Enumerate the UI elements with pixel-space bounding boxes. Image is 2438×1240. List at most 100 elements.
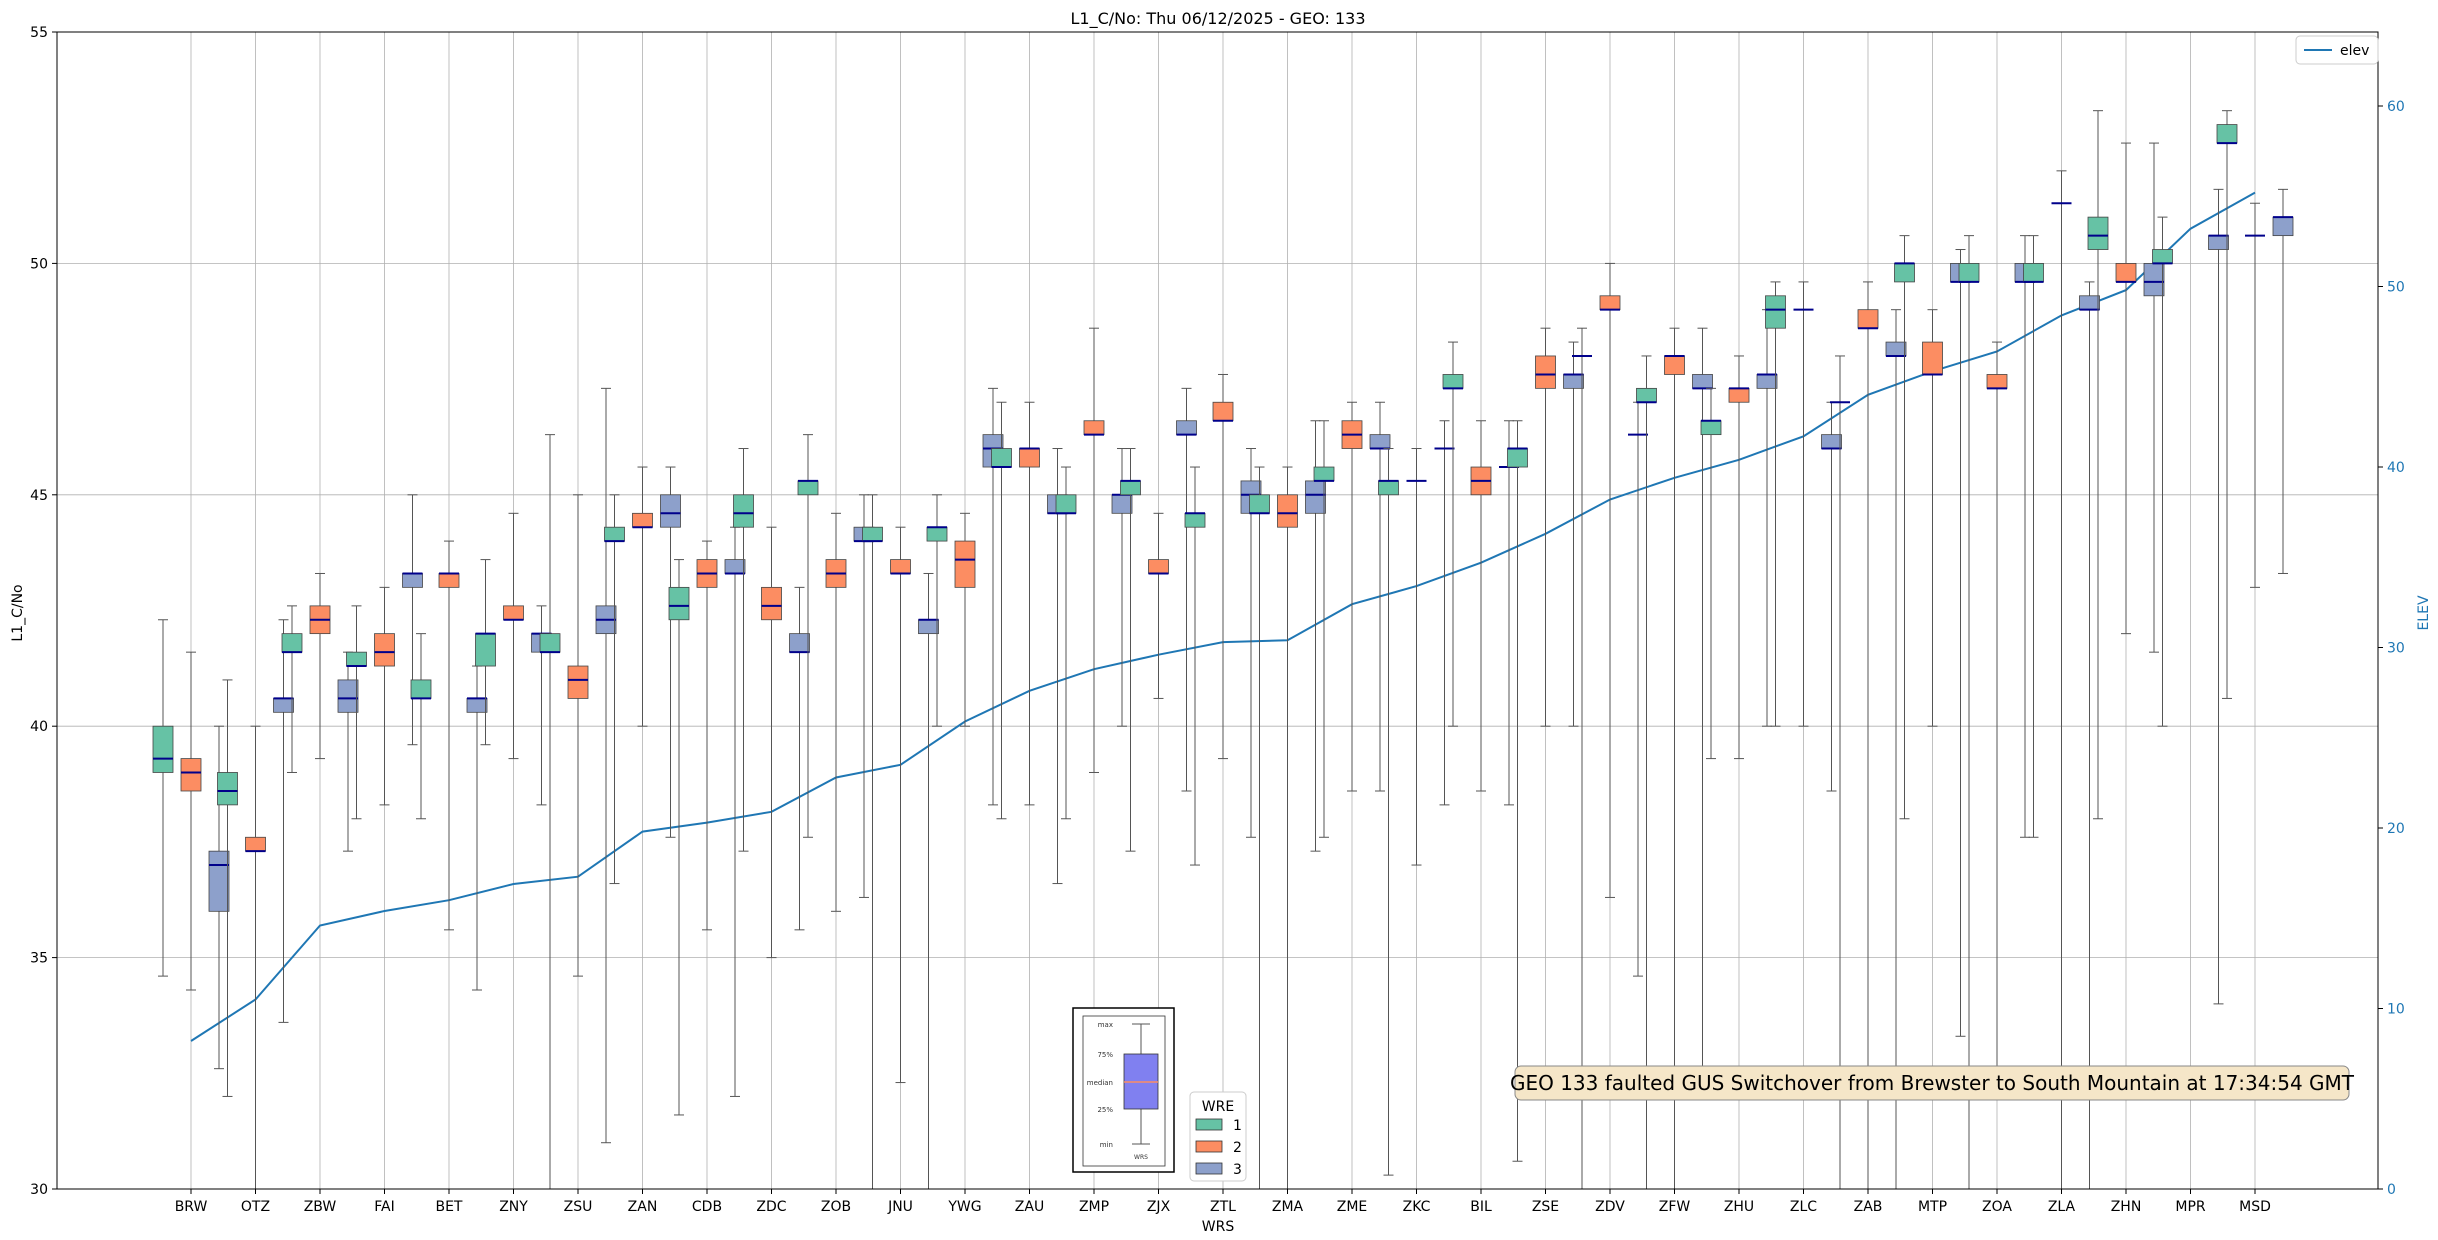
x-tick-label-mpr: MPR bbox=[2175, 1199, 2206, 1215]
y-tick-label: 30 bbox=[30, 1182, 48, 1198]
right-y-tick-label: 40 bbox=[2387, 460, 2405, 476]
x-tick-label-cdb: CDB bbox=[692, 1199, 722, 1215]
box-body bbox=[660, 494, 681, 528]
box-body bbox=[1857, 309, 1879, 329]
box-ywg-wre1 bbox=[926, 494, 948, 727]
box-bet-wre3 bbox=[466, 665, 488, 991]
wre-legend-label-3: 3 bbox=[1233, 1162, 1242, 1178]
box-body bbox=[1563, 374, 1584, 389]
boxplot-key: max 75% median 25% min WRS bbox=[1072, 1007, 1175, 1173]
box-zhu-wre2 bbox=[1728, 355, 1750, 760]
box-body bbox=[1055, 494, 1077, 514]
box-zdc-wre2 bbox=[761, 526, 782, 959]
box-otz-wre2 bbox=[245, 725, 266, 1189]
box-zse-wre1 bbox=[1507, 420, 1528, 1162]
wre-legend-label-2: 2 bbox=[1233, 1140, 1242, 1156]
box-zla-wre3 bbox=[2079, 281, 2100, 1189]
box-body bbox=[1019, 448, 1040, 468]
box-body bbox=[1305, 480, 1326, 514]
box-body bbox=[890, 559, 911, 574]
box-cdb-wre2 bbox=[696, 540, 718, 931]
box-brw-wre2 bbox=[180, 651, 202, 991]
wre-legend-swatch-1 bbox=[1195, 1118, 1223, 1131]
x-tick-label-zfw: ZFW bbox=[1659, 1199, 1691, 1215]
box-msd-wre1 bbox=[2216, 110, 2238, 699]
box-brw-wre1 bbox=[152, 619, 174, 977]
box-body bbox=[789, 633, 810, 653]
x-tick-label-zse: ZSE bbox=[1532, 1199, 1559, 1215]
box-mtp-wre2 bbox=[1922, 309, 1943, 727]
x-tick-label-zbw: ZBW bbox=[304, 1199, 337, 1215]
box-zkc-wre3 bbox=[1434, 420, 1455, 806]
box-zab-wre2 bbox=[1857, 281, 1879, 1189]
box-zlc-wre3 bbox=[1821, 401, 1842, 792]
box-zse-wre3 bbox=[1563, 341, 1584, 727]
box-body bbox=[954, 540, 976, 588]
box-body bbox=[217, 772, 238, 806]
box-zme-wre2 bbox=[1341, 401, 1363, 792]
box-body bbox=[797, 480, 819, 496]
box-zlc-wre1 bbox=[1765, 281, 1786, 727]
elev-legend: elev bbox=[2295, 35, 2379, 65]
box-body bbox=[1885, 341, 1907, 357]
box-zbw-wre2 bbox=[309, 572, 331, 760]
box-bet-wre2 bbox=[438, 540, 460, 931]
x-tick-label-zdv: ZDV bbox=[1595, 1199, 1625, 1215]
box-body bbox=[374, 633, 395, 667]
box-fai-wre3 bbox=[402, 494, 423, 746]
box-jnu-wre1 bbox=[862, 494, 883, 1189]
right-y-tick-label: 0 bbox=[2387, 1182, 2396, 1198]
box-fai-wre1 bbox=[346, 605, 367, 820]
box-series bbox=[152, 110, 2294, 1189]
box-zau-wre2 bbox=[1019, 401, 1040, 806]
box-bil-wre2 bbox=[1470, 420, 1492, 792]
box-body bbox=[2208, 235, 2229, 250]
box-body bbox=[1184, 512, 1206, 528]
box-zfw-wre2 bbox=[1664, 327, 1685, 1189]
chart-title: L1_C/No: Thu 06/12/2025 - GEO: 133 bbox=[1070, 9, 1365, 29]
box-body bbox=[475, 633, 496, 667]
box-body bbox=[1249, 494, 1270, 514]
box-zob-wre2 bbox=[825, 512, 847, 912]
box-body bbox=[1212, 401, 1234, 422]
box-zsu-wre3 bbox=[595, 387, 617, 1144]
box-body bbox=[1111, 494, 1133, 514]
x-tick-label-msd: MSD bbox=[2239, 1199, 2271, 1215]
box-zdc-wre3 bbox=[789, 586, 810, 931]
box-body bbox=[1369, 434, 1391, 449]
box-body bbox=[1378, 480, 1399, 496]
box-body bbox=[1821, 434, 1842, 449]
annotation-text: GEO 133 faulted GUS Switchover from Brew… bbox=[1510, 1071, 2355, 1095]
box-body bbox=[245, 836, 266, 852]
box-body bbox=[1442, 374, 1464, 389]
box-otz-wre1 bbox=[217, 679, 238, 1097]
box-body bbox=[1756, 374, 1778, 389]
box-body bbox=[1958, 262, 1980, 283]
x-tick-label-brw: BRW bbox=[175, 1199, 208, 1215]
box-body bbox=[862, 526, 883, 542]
box-body bbox=[2143, 262, 2165, 297]
x-tick-label-bil: BIL bbox=[1470, 1199, 1492, 1215]
box-body bbox=[1083, 420, 1105, 436]
box-body bbox=[668, 586, 690, 621]
box-zla-wre1 bbox=[2023, 235, 2044, 838]
box-zdv-wre3 bbox=[1628, 401, 1648, 977]
box-body bbox=[1313, 466, 1335, 482]
box-zab-wre1 bbox=[1830, 355, 1850, 1189]
box-zny-wre1 bbox=[475, 559, 496, 746]
box-body bbox=[1692, 374, 1713, 389]
box-zdv-wre1 bbox=[1572, 327, 1592, 1189]
box-body bbox=[1636, 387, 1657, 403]
box-body bbox=[991, 448, 1012, 468]
x-tick-label-zla: ZLA bbox=[2048, 1199, 2076, 1215]
wre-legend-title: WRE bbox=[1202, 1099, 1234, 1115]
box-body bbox=[926, 526, 948, 542]
box-zan-wre3 bbox=[660, 466, 681, 838]
box-zau-wre1 bbox=[991, 401, 1012, 820]
box-body bbox=[2079, 295, 2100, 311]
box-body bbox=[281, 633, 303, 653]
box-body bbox=[567, 665, 589, 699]
box-zse-wre2 bbox=[1535, 327, 1556, 727]
right-y-tick-label: 20 bbox=[2387, 821, 2405, 837]
